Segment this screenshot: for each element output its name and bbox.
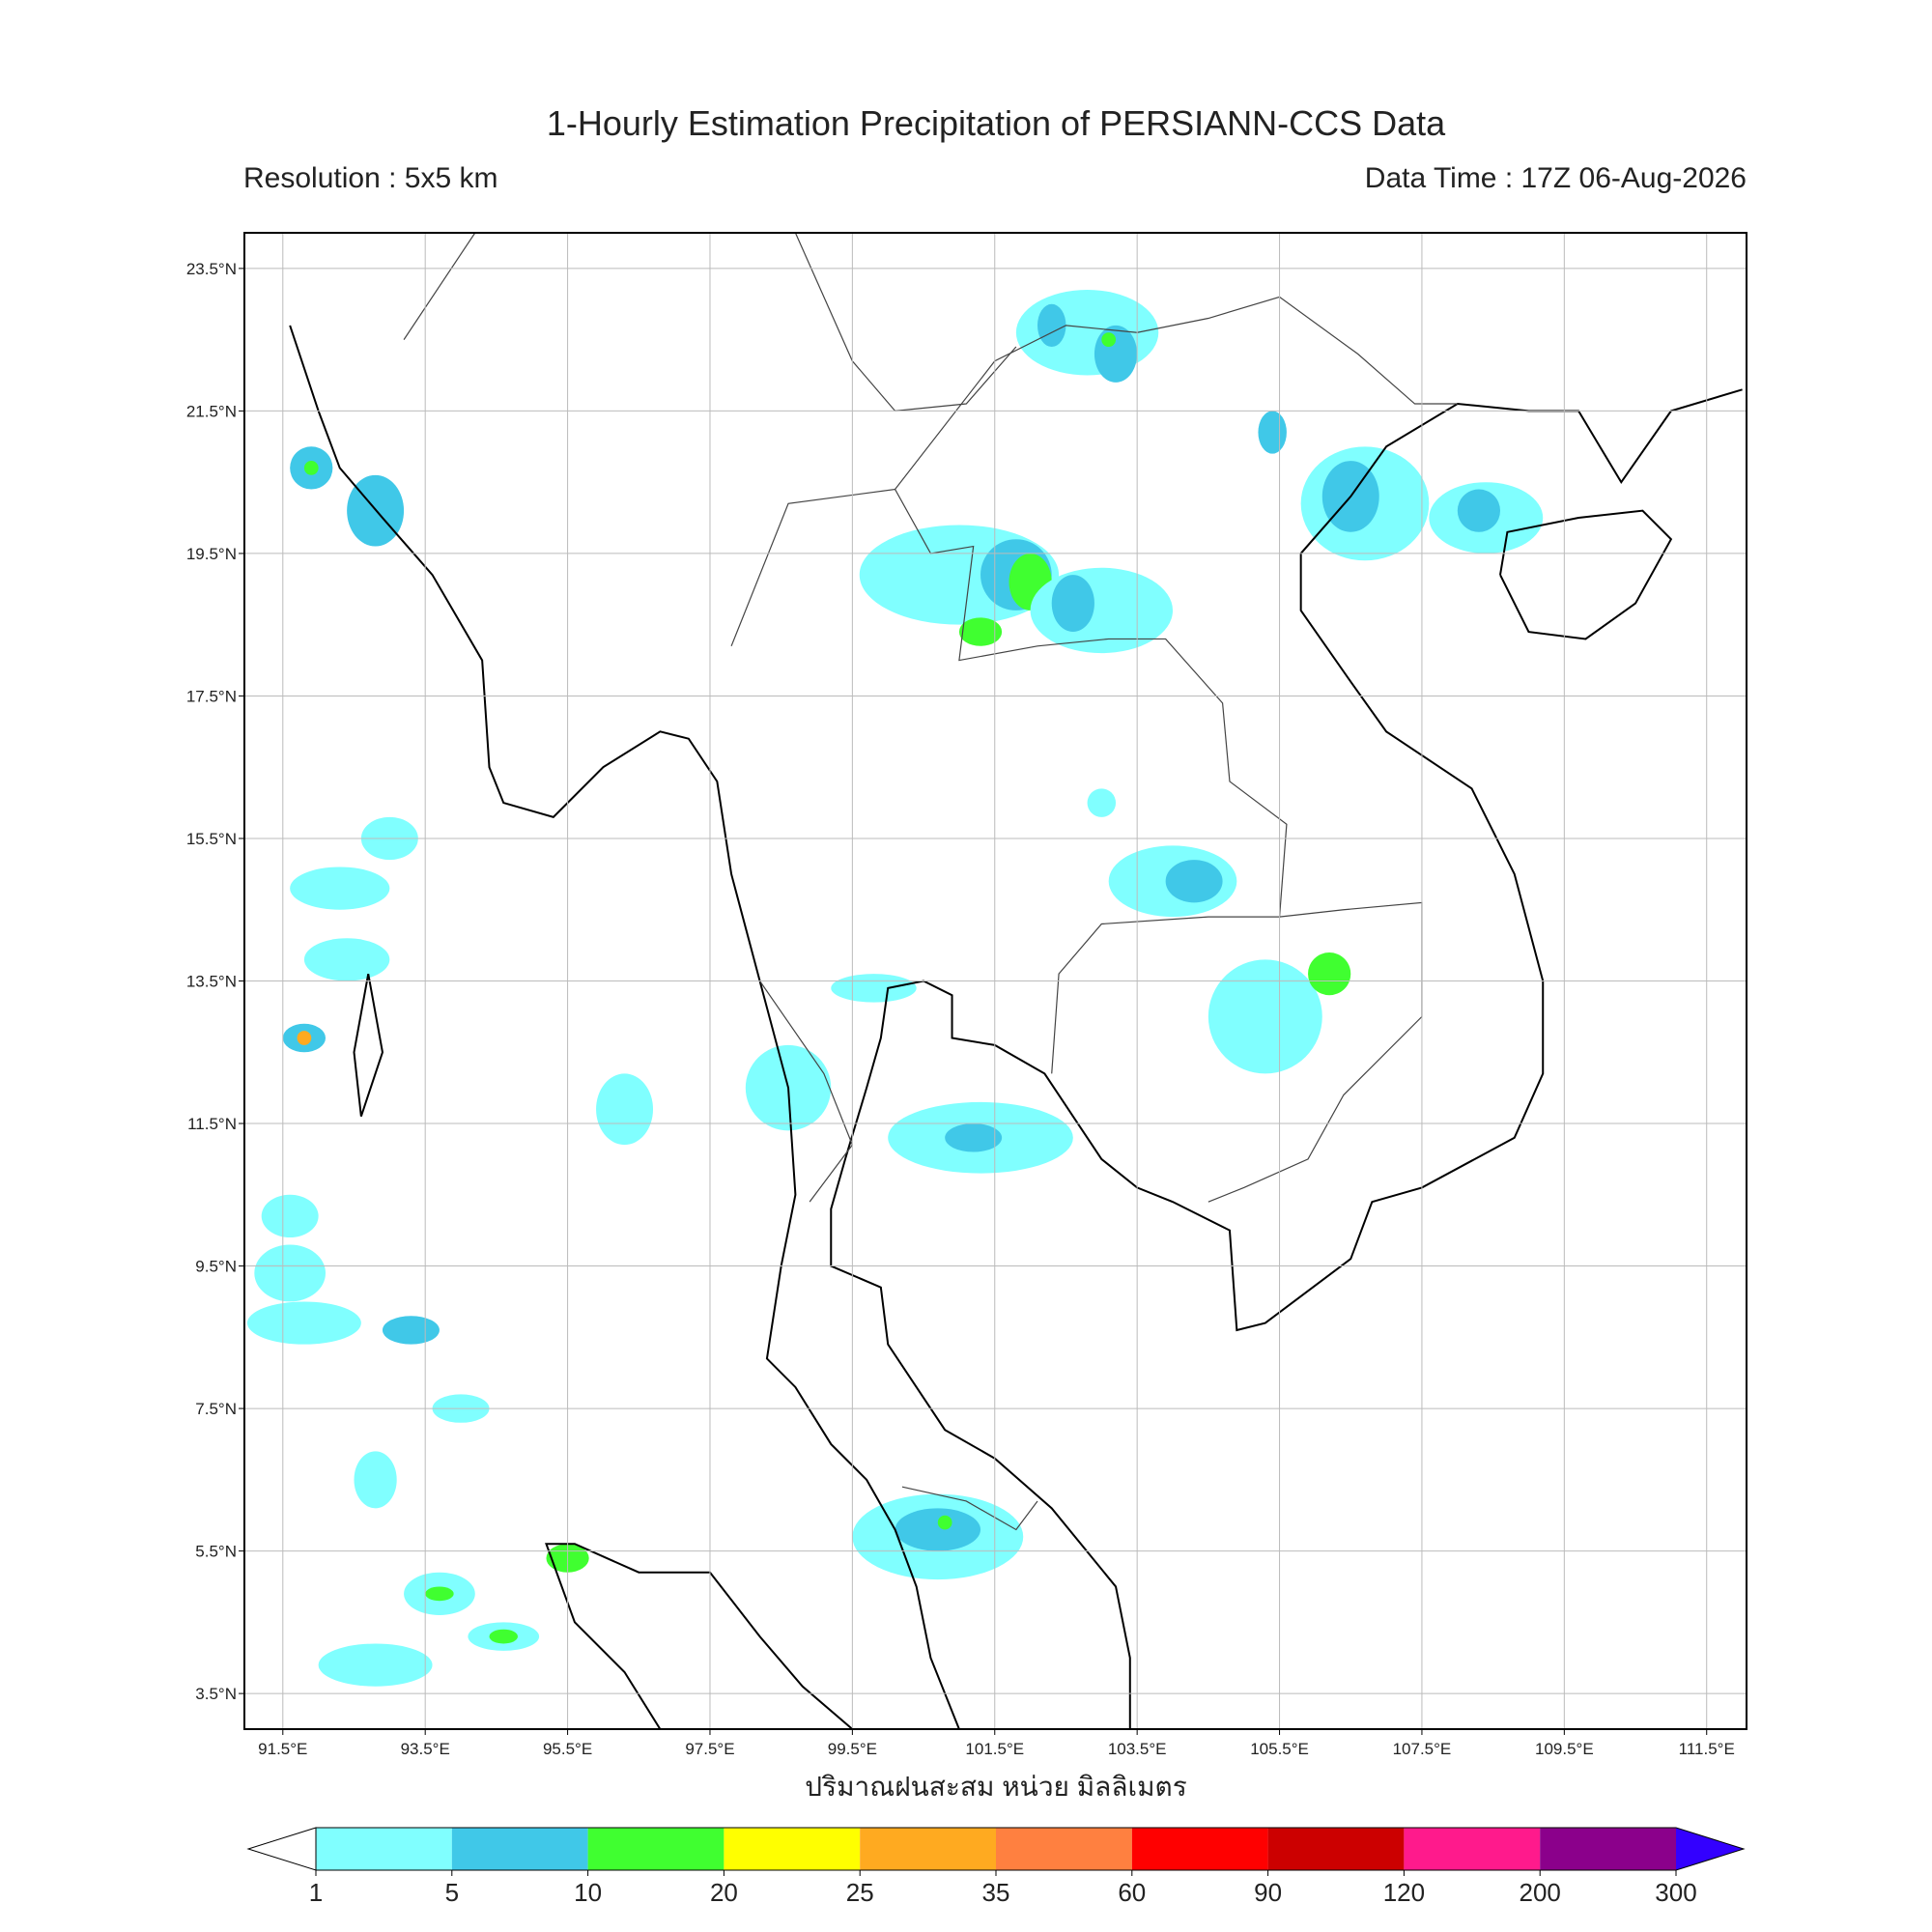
title: 1-Hourly Estimation Precipitation of PER… [547, 103, 1446, 143]
precipitation-layer [246, 290, 1544, 1687]
rain-area [354, 1451, 397, 1509]
rain-area [246, 1301, 361, 1345]
border [730, 488, 1288, 1074]
colorbar-tick-label: 25 [846, 1878, 874, 1907]
rain-area [425, 1586, 454, 1602]
rain-area [1051, 575, 1094, 633]
colorbar-segment [724, 1828, 861, 1870]
rain-area [1037, 303, 1066, 348]
colorbar-tick-label: 200 [1520, 1878, 1561, 1907]
rain-area [297, 1031, 312, 1045]
colorbar-segment [860, 1828, 996, 1870]
y-tick-label: 19.5°N [186, 545, 237, 563]
rain-area [1030, 567, 1174, 654]
colorbar-tick-label: 1 [309, 1878, 323, 1907]
colorbar-label: ปริมาณฝนสะสม หน่วย มิลลิเมตร [805, 1772, 1187, 1802]
y-tick-label: 17.5°N [186, 687, 237, 705]
y-tick-label: 15.5°N [186, 830, 237, 848]
coastline [289, 325, 960, 1729]
rain-area [1087, 788, 1117, 817]
border [403, 233, 476, 340]
colorbar-segment [316, 1828, 452, 1870]
colorbar-tick-label: 20 [710, 1878, 738, 1907]
rain-area [1094, 325, 1138, 383]
colorbar-segment [587, 1828, 724, 1870]
coastline [1499, 509, 1673, 640]
border [1208, 901, 1423, 1203]
colorbar-segment [1404, 1828, 1541, 1870]
colorbar-tick-label: 10 [574, 1878, 602, 1907]
colorbar-segment [1131, 1828, 1268, 1870]
rain-area [303, 461, 319, 475]
y-tick-label: 23.5°N [186, 260, 237, 278]
x-tick-label: 99.5°E [828, 1740, 877, 1758]
rain-area [831, 974, 917, 1003]
colorbar-segment [451, 1828, 588, 1870]
y-tick-label: 21.5°N [186, 402, 237, 420]
x-tick-label: 111.5°E [1679, 1740, 1735, 1758]
border [895, 296, 1458, 490]
data-time: Data Time : 17Z 06-Aug-2026 [1365, 162, 1747, 194]
y-tick-label: 9.5°N [195, 1258, 237, 1276]
colorbar-tick-label: 5 [445, 1878, 459, 1907]
resolution: Resolution : 5x5 km [243, 162, 497, 194]
rain-area [895, 1508, 981, 1551]
x-tick-label: 101.5°E [965, 1740, 1024, 1758]
y-tick-label: 7.5°N [195, 1400, 237, 1418]
coastline [830, 388, 1743, 1729]
colorbar-tick-label: 300 [1655, 1878, 1696, 1907]
x-tick-label: 107.5°E [1393, 1740, 1452, 1758]
colorbar-segment [1540, 1828, 1676, 1870]
y-tick-label: 5.5°N [195, 1543, 237, 1561]
rain-area [303, 938, 390, 981]
rain-area [945, 1123, 1003, 1152]
x-tick-label: 105.5°E [1250, 1740, 1309, 1758]
border [794, 233, 1017, 412]
rain-area [254, 1244, 327, 1302]
x-tick-label: 93.5°E [401, 1740, 450, 1758]
colorbar-segment [996, 1828, 1132, 1870]
colorbar-under [246, 1827, 317, 1871]
rain-area [261, 1194, 319, 1238]
rain-area [958, 617, 1003, 646]
coastlines [289, 233, 1743, 1729]
border [901, 1486, 1038, 1531]
map-frame [243, 232, 1747, 1730]
x-tick-label: 91.5°E [258, 1740, 307, 1758]
rain-area [1258, 411, 1287, 454]
x-tick-label: 97.5°E [685, 1740, 734, 1758]
rain-area [290, 867, 390, 910]
x-tick-label: 95.5°E [543, 1740, 592, 1758]
colorbar-tick-label: 35 [982, 1878, 1010, 1907]
rain-area [937, 1515, 952, 1530]
x-tick-label: 103.5°E [1108, 1740, 1167, 1758]
coastline [353, 973, 384, 1117]
rain-area [318, 1643, 433, 1687]
graticule: 91.5°E 93.5°E 95.5°E 97.5°E 99.5°E 101.5°E 103… [186, 233, 1747, 1758]
rain-area [1208, 959, 1322, 1074]
rain-area [1308, 952, 1351, 996]
rain-area [489, 1629, 518, 1644]
rain-area [382, 1316, 440, 1345]
y-tick-label: 13.5°N [186, 973, 237, 991]
colorbar-over [1676, 1828, 1744, 1870]
colorbar-outline [315, 1827, 1746, 1871]
rain-area [1165, 860, 1223, 903]
y-tick-label: 11.5°N [187, 1115, 237, 1133]
y-tick-label: 3.5°N [195, 1685, 237, 1703]
colorbar-tick-label: 60 [1118, 1878, 1146, 1907]
rain-area [596, 1073, 654, 1146]
colorbar-tick-label: 90 [1254, 1878, 1282, 1907]
border [759, 980, 854, 1203]
coastline [545, 1543, 854, 1729]
colorbar-tick-label: 120 [1383, 1878, 1425, 1907]
colorbar-segment [1267, 1828, 1405, 1870]
rain-area [1457, 489, 1501, 532]
rain-area [1101, 332, 1117, 348]
x-tick-label: 109.5°E [1535, 1740, 1594, 1758]
